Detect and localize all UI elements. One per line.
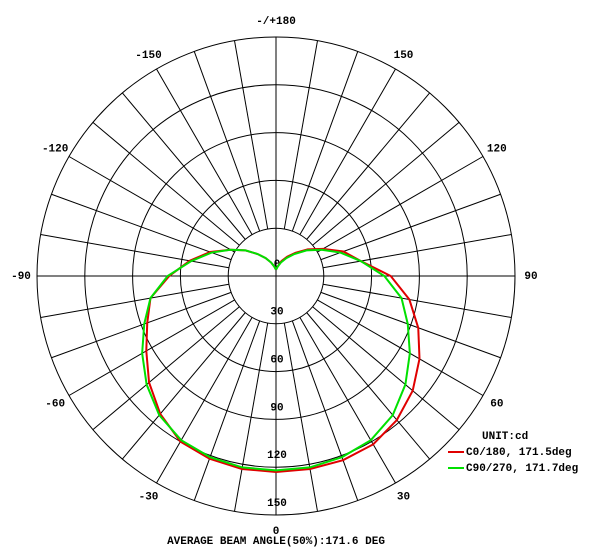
legend-label: C0/180, 171.5deg (466, 447, 572, 459)
grid-spoke (68, 299, 235, 396)
grid-spoke (51, 193, 232, 261)
angle-label: -60 (45, 398, 65, 410)
radial-label: 30 (270, 307, 283, 319)
footer: AVERAGE BEAM ANGLE(50%):171.6 DEG (167, 536, 385, 548)
grid-spoke (234, 322, 269, 512)
grid-spoke (312, 121, 460, 246)
grid-spoke (156, 317, 253, 484)
grid-spoke (306, 312, 431, 460)
grid-spoke (193, 51, 261, 232)
grid-spoke (306, 92, 431, 240)
angle-label: 0 (273, 526, 280, 538)
grid-spoke (283, 40, 318, 230)
grid-spoke (68, 156, 235, 253)
angle-label: -150 (135, 50, 161, 62)
angle-label: 90 (524, 271, 537, 283)
radial-label: 120 (267, 450, 287, 462)
grid-spoke (320, 193, 501, 261)
grid-spoke (291, 320, 359, 501)
angle-label: -30 (139, 492, 159, 504)
grid-spoke (299, 317, 396, 484)
radial-label: 150 (267, 498, 287, 510)
grid-spoke (51, 291, 232, 359)
unit-label: UNIT:cd (482, 431, 528, 443)
grid-spoke (92, 121, 240, 246)
grid-spoke (322, 234, 512, 269)
series-curve (141, 248, 411, 472)
grid-spoke (156, 68, 253, 235)
radial-label: 90 (270, 402, 283, 414)
grid-spoke (317, 299, 484, 396)
grid-spoke (317, 156, 484, 253)
legend-label: C90/270, 171.7deg (466, 463, 578, 475)
grid-spoke (234, 40, 269, 230)
angle-label: 30 (397, 492, 410, 504)
grid-spoke (299, 68, 396, 235)
angle-label: -90 (11, 271, 31, 283)
angle-label: -/+180 (256, 16, 296, 28)
grid-spoke (291, 51, 359, 232)
grid-spoke (40, 283, 230, 318)
radial-label: 0 (274, 259, 281, 271)
angle-label: 120 (487, 143, 507, 155)
grid-spoke (193, 320, 261, 501)
grid-spoke (40, 234, 230, 269)
grid-spoke (322, 283, 512, 318)
grid-spoke (312, 306, 460, 431)
grid-spoke (283, 322, 318, 512)
grid-spoke (121, 312, 246, 460)
radial-label: 60 (270, 355, 283, 367)
grid-spoke (92, 306, 240, 431)
grid-spoke (320, 291, 501, 359)
angle-label: 60 (490, 398, 503, 410)
angle-label: -120 (42, 143, 68, 155)
angle-label: 150 (394, 50, 414, 62)
grid-spoke (121, 92, 246, 240)
